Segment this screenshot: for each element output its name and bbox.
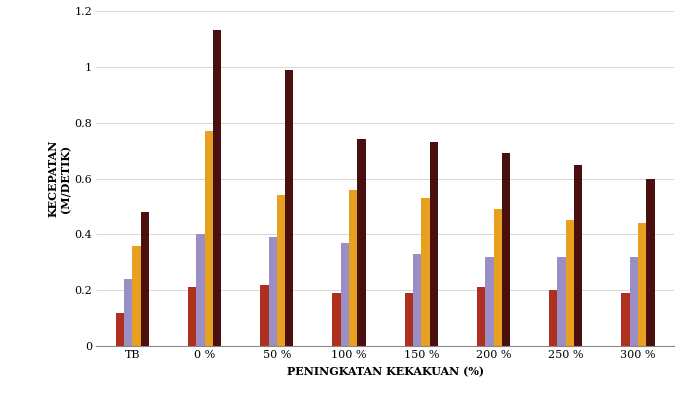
Bar xyxy=(485,257,494,346)
Bar xyxy=(277,195,285,346)
Bar xyxy=(141,212,149,346)
Y-axis label: KECEPATAN
(M/DETIK): KECEPATAN (M/DETIK) xyxy=(48,140,72,217)
Bar xyxy=(196,234,204,346)
Bar xyxy=(340,243,349,346)
Bar xyxy=(332,293,340,346)
Bar xyxy=(349,190,358,346)
Bar xyxy=(502,154,510,346)
Bar xyxy=(413,254,422,346)
Bar xyxy=(405,293,413,346)
Bar xyxy=(132,246,141,346)
Bar xyxy=(558,257,566,346)
Bar xyxy=(638,223,646,346)
Bar xyxy=(566,221,574,346)
X-axis label: PENINGKATAN KEKAKUAN (%): PENINGKATAN KEKAKUAN (%) xyxy=(287,366,484,377)
Bar xyxy=(549,290,558,346)
Bar xyxy=(188,288,196,346)
Bar xyxy=(422,198,430,346)
Bar xyxy=(204,131,213,346)
Bar xyxy=(268,237,277,346)
Bar xyxy=(213,30,221,346)
Bar xyxy=(124,279,132,346)
Bar xyxy=(630,257,638,346)
Bar xyxy=(116,313,124,346)
Bar xyxy=(477,288,485,346)
Bar xyxy=(574,164,582,346)
Bar xyxy=(646,179,654,346)
Bar xyxy=(621,293,630,346)
Bar xyxy=(430,142,438,346)
Bar xyxy=(358,139,366,346)
Bar xyxy=(260,285,268,346)
Bar xyxy=(494,209,502,346)
Bar xyxy=(285,69,294,346)
